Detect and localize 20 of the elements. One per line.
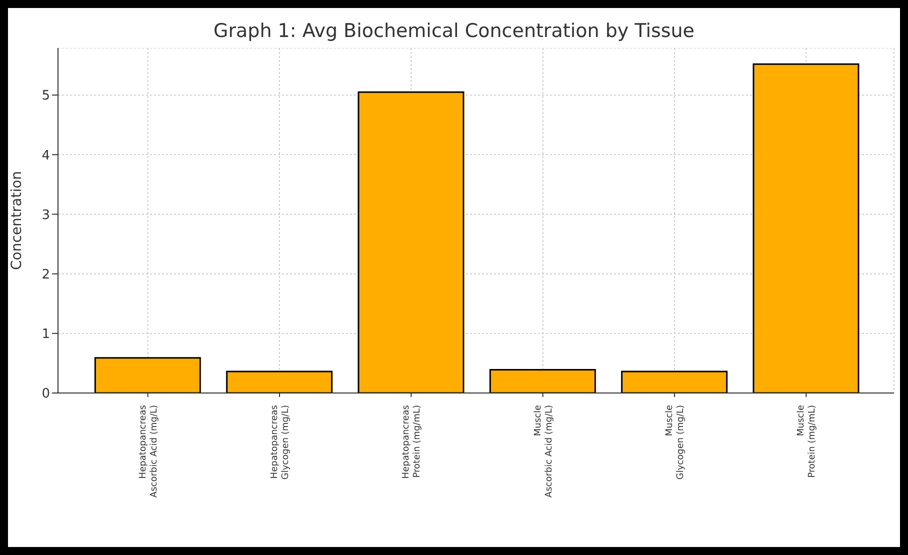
y-tick-label: 3	[42, 208, 50, 223]
y-tick-label: 1	[42, 327, 50, 342]
bar	[226, 370, 333, 393]
bar	[621, 370, 728, 393]
y-tick-label: 0	[42, 386, 50, 402]
bar	[489, 369, 596, 393]
bar	[94, 357, 201, 393]
y-tick-label: 5	[42, 88, 50, 104]
bar	[358, 91, 464, 393]
x-tick-label: Hepatopancreas Glycogen (mg/L)	[270, 404, 291, 480]
bar	[752, 63, 860, 393]
x-tick-label: Hepatopancreas Ascorbic Acid (mg/L)	[138, 404, 160, 498]
x-tick-label: Muscle Ascorbic Acid (mg/L)	[533, 404, 554, 498]
y-tick-label: 2	[42, 267, 50, 282]
y-tick-label: 4	[42, 148, 50, 164]
x-tick-label: Muscle Glycogen (mg/L)	[665, 404, 686, 480]
x-tick-label: Muscle Protein (mg/mL)	[796, 404, 818, 478]
chart-title: Graph 1: Avg Biochemical Concentration by Tissue	[212, 20, 696, 42]
y-axis-title: Concentration	[8, 170, 25, 270]
x-tick-label: Hepatopancreas Protein (mg/mL)	[402, 404, 423, 479]
